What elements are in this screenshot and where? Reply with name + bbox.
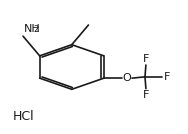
Text: NH: NH (24, 24, 41, 34)
Text: 2: 2 (34, 25, 39, 34)
Text: HCl: HCl (13, 110, 34, 123)
Text: F: F (143, 90, 149, 100)
Text: F: F (143, 54, 149, 64)
Text: O: O (123, 73, 131, 83)
Text: F: F (164, 72, 170, 82)
